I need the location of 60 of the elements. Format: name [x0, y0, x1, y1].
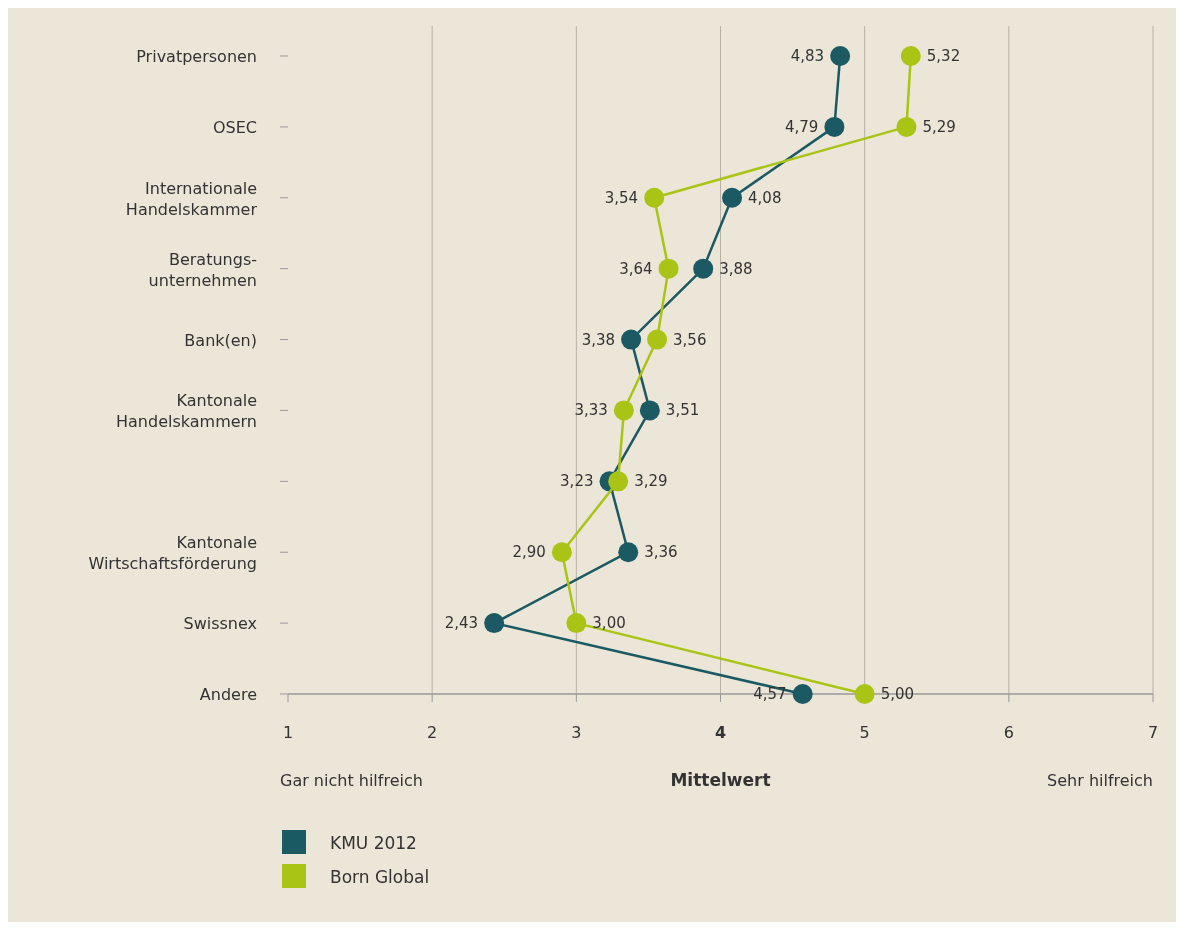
- y-tick-label: Kantonale Handelskammern: [116, 391, 257, 432]
- point: [639, 400, 660, 421]
- data-label: 3,23: [560, 472, 594, 491]
- point: [854, 684, 875, 704]
- point: [792, 684, 813, 704]
- legend-label: Born Global: [330, 867, 430, 887]
- point: [900, 46, 921, 66]
- data-label: 3,54: [604, 188, 639, 207]
- data-label: 4,57: [753, 685, 787, 703]
- data-label: 3,00: [592, 614, 626, 633]
- y-tick-label: Bank(en): [184, 330, 257, 350]
- point: [830, 46, 851, 66]
- x-tick-label: 4: [714, 723, 727, 742]
- point: [658, 258, 679, 279]
- x-axis-title: Mittelwert: [670, 770, 771, 790]
- point: [618, 542, 639, 563]
- y-tick-label: Kantonale Wirtschaftsförderung: [88, 533, 257, 574]
- data-label: 5,00: [880, 685, 915, 703]
- x-tick-label: 7: [1147, 723, 1159, 742]
- point: [722, 187, 743, 208]
- data-label: 3,88: [719, 259, 753, 278]
- data-label: 4,08: [748, 188, 782, 207]
- data-label: 3,33: [574, 401, 608, 420]
- data-label: 3,51: [665, 401, 700, 420]
- x-tick-label: 5: [859, 723, 870, 742]
- legend-label: KMU 2012: [330, 833, 417, 853]
- point: [608, 471, 629, 492]
- point: [644, 187, 665, 208]
- point: [647, 329, 668, 350]
- data-label: 3,29: [634, 472, 668, 491]
- point: [566, 613, 587, 634]
- point: [896, 116, 917, 137]
- point: [824, 116, 845, 137]
- x-tick-label: 3: [571, 723, 582, 742]
- data-label: 2,90: [512, 543, 546, 562]
- y-tick-label: OSEC: [212, 117, 257, 137]
- data-label: 5,29: [922, 117, 956, 136]
- point: [613, 400, 634, 421]
- y-tick-label: Internationale Handelskammer: [125, 178, 258, 219]
- y-tick-label: Beratungs- unternehmen: [148, 249, 257, 290]
- point: [621, 329, 642, 350]
- x-tick-label: 2: [427, 723, 438, 742]
- data-label: 5,32: [926, 47, 961, 65]
- text: Gar nicht hilfreich: [280, 771, 423, 790]
- data-label: 3,56: [673, 330, 707, 349]
- text: Sehr hilfreich: [1047, 771, 1153, 790]
- x-tick-label: 6: [1003, 723, 1014, 742]
- y-tick-label: Swissnex: [183, 614, 257, 634]
- data-label: 3,36: [644, 543, 678, 562]
- point: [551, 542, 572, 563]
- y-tick-label: Privatpersonen: [136, 47, 257, 66]
- point: [484, 613, 505, 634]
- data-label: 2,43: [444, 614, 479, 633]
- data-label: 3,64: [619, 259, 653, 278]
- data-label: 4,79: [784, 117, 819, 136]
- point: [693, 258, 714, 279]
- y-tick-label: Andere: [199, 685, 257, 704]
- data-label: 4,83: [790, 47, 825, 65]
- x-tick-label: 1: [282, 723, 294, 742]
- data-label: 3,38: [581, 330, 616, 349]
